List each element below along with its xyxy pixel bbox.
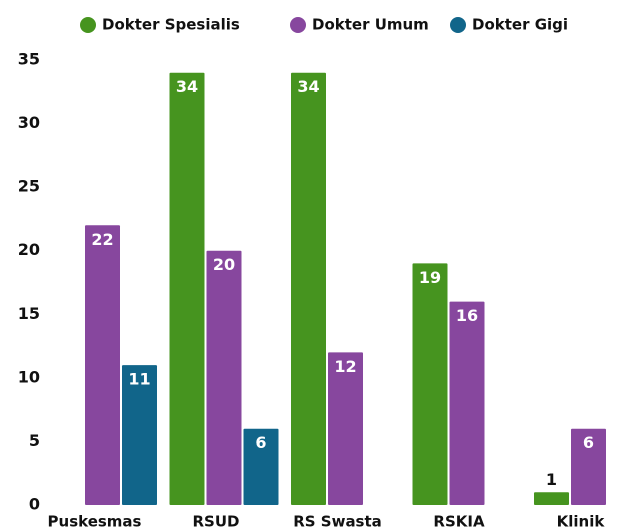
bar bbox=[122, 365, 157, 505]
y-tick-label: 30 bbox=[18, 113, 40, 132]
data-label: 34 bbox=[176, 77, 198, 96]
data-label: 12 bbox=[334, 357, 356, 376]
legend-swatch bbox=[80, 17, 96, 33]
data-label: 16 bbox=[456, 306, 478, 325]
data-label: 19 bbox=[419, 268, 441, 287]
data-label: 1 bbox=[546, 470, 557, 489]
legend-label: Dokter Gigi bbox=[472, 16, 568, 34]
y-tick-label: 5 bbox=[29, 431, 40, 450]
bar bbox=[85, 225, 120, 506]
data-label: 22 bbox=[91, 230, 113, 249]
y-tick-label: 0 bbox=[29, 495, 40, 514]
x-tick-label: RSKIA bbox=[433, 513, 485, 531]
legend-swatch bbox=[290, 17, 306, 33]
bar bbox=[571, 428, 606, 505]
data-label: 20 bbox=[213, 255, 235, 274]
y-tick-label: 20 bbox=[18, 240, 40, 259]
y-tick-label: 10 bbox=[18, 367, 40, 386]
x-tick-label: Klinik bbox=[557, 513, 606, 531]
bar bbox=[291, 72, 326, 505]
bar bbox=[169, 72, 205, 505]
bar bbox=[328, 352, 363, 505]
bar bbox=[449, 301, 485, 505]
bar bbox=[243, 428, 279, 505]
bar bbox=[534, 492, 569, 505]
legend-swatch bbox=[450, 17, 466, 33]
bar bbox=[206, 250, 242, 505]
legend-label: Dokter Umum bbox=[312, 16, 429, 34]
y-tick-label: 35 bbox=[18, 50, 40, 69]
legend-label: Dokter Spesialis bbox=[102, 16, 240, 34]
y-tick-label: 25 bbox=[18, 177, 40, 196]
bar bbox=[412, 263, 448, 505]
data-label: 11 bbox=[128, 370, 150, 389]
x-tick-label: Puskesmas bbox=[48, 513, 142, 531]
data-label: 34 bbox=[297, 77, 319, 96]
data-label: 6 bbox=[255, 433, 266, 452]
x-tick-label: RSUD bbox=[193, 513, 240, 531]
x-tick-label: RS Swasta bbox=[293, 513, 382, 531]
data-label: 6 bbox=[583, 433, 594, 452]
y-tick-label: 15 bbox=[18, 304, 40, 323]
